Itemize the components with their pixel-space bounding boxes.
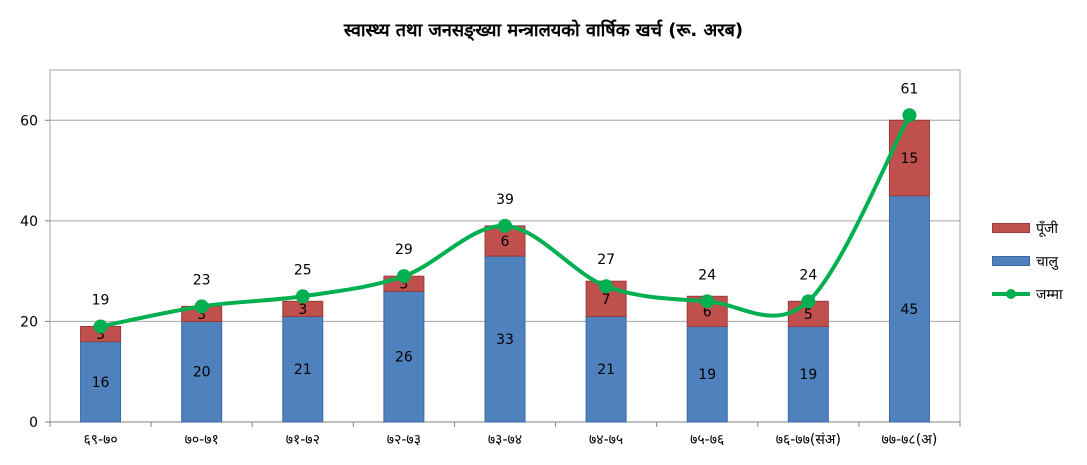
total-point (700, 294, 715, 309)
data-label-capital: 6 (501, 234, 510, 250)
data-label-total: 24 (698, 267, 716, 283)
bar-recurrent (787, 325, 829, 423)
legend-label-capital: पूँजी (1036, 220, 1058, 237)
x-tick-label: ७४-७५ (589, 432, 623, 448)
x-tick-label: ६९-७० (83, 432, 117, 448)
bar-recurrent (484, 255, 526, 423)
legend-item-total: जम्मा (992, 282, 1063, 306)
y-tick-label: 40 (20, 214, 38, 230)
data-label-capital: 3 (197, 307, 206, 323)
legend-label-recurrent: चालु (1036, 253, 1059, 270)
data-label-recurrent: 20 (193, 365, 211, 381)
data-label-capital: 7 (602, 292, 611, 308)
data-label-recurrent: 21 (597, 362, 615, 378)
bar-recurrent (383, 290, 425, 423)
data-label-total: 61 (901, 81, 919, 97)
data-label-capital: 3 (399, 277, 408, 293)
bar-recurrent (282, 315, 324, 423)
bar-recurrent (888, 195, 930, 423)
data-label-total: 24 (799, 267, 817, 283)
data-label-capital: 15 (901, 151, 919, 167)
legend-item-capital: पूँजी (992, 216, 1063, 240)
total-point (93, 319, 108, 334)
data-label-total: 23 (193, 272, 211, 288)
x-tick-label: ७२-७३ (387, 432, 421, 448)
legend-swatch-capital (992, 223, 1030, 233)
x-tick-label: ७६-७७(संअ) (776, 432, 841, 448)
legend-swatch-recurrent (992, 256, 1030, 266)
legend-label-total: जम्मा (1036, 286, 1063, 303)
data-label-total: 27 (597, 252, 615, 268)
total-point (801, 294, 816, 309)
bar-capital (888, 119, 930, 197)
data-label-recurrent: 45 (901, 302, 919, 318)
x-tick-label: ७७-७८(अ) (882, 432, 938, 448)
data-label-recurrent: 19 (698, 367, 716, 383)
total-point (194, 299, 209, 314)
x-tick-label: ७३-७४ (488, 432, 522, 448)
chart-title: स्वास्थ्य तथा जनसङ्ख्या मन्त्रालयको वार्… (343, 20, 744, 41)
x-tick-label: ७१-७२ (286, 432, 320, 448)
x-tick-label: ७५-७६ (690, 432, 724, 448)
data-label-total: 25 (294, 262, 312, 278)
data-label-capital: 6 (703, 304, 712, 320)
bar-recurrent (80, 341, 122, 423)
data-label-capital: 3 (298, 302, 307, 318)
y-tick-label: 60 (20, 113, 38, 129)
total-point (396, 269, 411, 284)
data-label-recurrent: 21 (294, 362, 312, 378)
total-point (902, 108, 917, 123)
data-label-recurrent: 26 (395, 350, 413, 366)
y-tick-label: 0 (29, 415, 38, 431)
legend-item-recurrent: चालु (992, 249, 1063, 273)
total-point (295, 289, 310, 304)
data-label-total: 39 (496, 192, 514, 208)
data-label-capital: 5 (804, 307, 813, 323)
y-tick-label: 20 (20, 314, 38, 330)
data-label-total: 29 (395, 242, 413, 258)
bar-recurrent (181, 320, 223, 423)
data-label-recurrent: 19 (799, 367, 817, 383)
bar-recurrent (585, 315, 627, 423)
data-label-recurrent: 33 (496, 332, 514, 348)
data-label-total: 19 (92, 292, 110, 308)
total-point (498, 218, 512, 233)
total-point (599, 279, 614, 294)
data-label-recurrent: 16 (92, 375, 110, 391)
x-tick-label: ७०-७१ (185, 432, 219, 448)
data-label-capital: 3 (96, 327, 105, 343)
legend-swatch-total (992, 289, 1030, 299)
legend: पूँजी चालु जम्मा (992, 216, 1063, 315)
